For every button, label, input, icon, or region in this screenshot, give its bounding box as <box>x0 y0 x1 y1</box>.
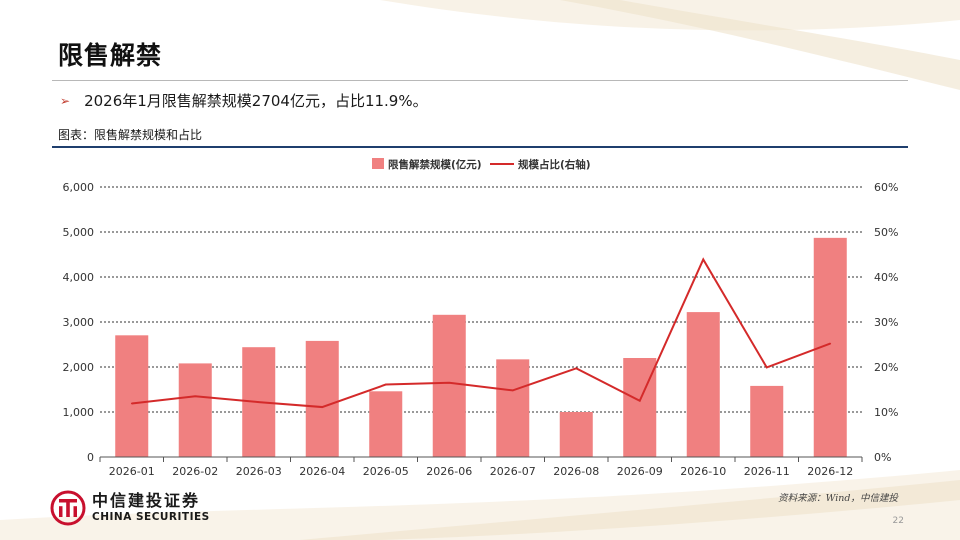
ratio-point <box>130 402 133 405</box>
y-left-tick-label: 3,000 <box>63 316 95 329</box>
x-tick-label: 2026-06 <box>426 465 472 478</box>
title-divider <box>52 80 908 81</box>
bar <box>432 314 466 457</box>
summary-text: 2026年1月限售解禁规模2704亿元，占比11.9%。 <box>84 92 428 110</box>
x-tick-label: 2026-01 <box>109 465 155 478</box>
page-number: 22 <box>892 516 904 526</box>
bar <box>305 340 339 457</box>
y-right-tick-label: 60% <box>874 181 898 194</box>
summary-bullet: ➢ 2026年1月限售解禁规模2704亿元，占比11.9%。 <box>60 90 428 111</box>
brand-name-cn: 中信建投证券 <box>92 491 201 510</box>
y-right-tick-label: 20% <box>874 361 898 374</box>
ratio-line <box>131 257 831 409</box>
x-tick-label: 2026-12 <box>807 465 853 478</box>
bar <box>369 391 403 457</box>
bar <box>178 363 212 457</box>
chart-caption: 图表：限售解禁规模和占比 <box>58 128 203 142</box>
ratio-point <box>194 395 197 398</box>
x-tick-label: 2026-04 <box>299 465 345 478</box>
ratio-point <box>765 366 768 369</box>
legend-bar-swatch <box>372 158 384 169</box>
slide-title: 限售解禁 <box>58 41 163 70</box>
ratio-point <box>702 258 705 261</box>
ratio-point <box>384 383 387 386</box>
bar <box>559 412 593 457</box>
x-tick-label: 2026-09 <box>617 465 663 478</box>
bar <box>750 385 784 457</box>
legend-line-label: 规模占比(右轴) <box>518 158 591 171</box>
caption-divider <box>52 146 908 148</box>
ratio-point <box>321 406 324 408</box>
ratio-point <box>448 381 451 384</box>
ratio-point <box>829 342 832 345</box>
bar <box>496 359 530 457</box>
x-tick-label: 2026-02 <box>172 465 218 478</box>
x-tick-label: 2026-08 <box>553 465 599 478</box>
x-tick-label: 2026-05 <box>363 465 409 478</box>
y-right-tick-label: 30% <box>874 316 898 329</box>
brand-name-en: CHINA SECURITIES <box>92 511 210 523</box>
y-left-tick-label: 2,000 <box>63 361 95 374</box>
y-right-tick-label: 40% <box>874 271 898 284</box>
x-tick-label: 2026-07 <box>490 465 536 478</box>
y-right-tick-label: 10% <box>874 406 898 419</box>
ratio-point <box>511 389 514 392</box>
brand-logo: 中信建投证券 CHINA SECURITIES <box>50 490 210 526</box>
y-left-tick-label: 6,000 <box>63 181 95 194</box>
legend-bar-label: 限售解禁规模(亿元) <box>388 158 482 171</box>
x-tick-label: 2026-11 <box>744 465 790 478</box>
x-tick-label: 2026-03 <box>236 465 282 478</box>
x-tick-label: 2026-10 <box>680 465 726 478</box>
bar <box>115 335 149 457</box>
bar <box>686 312 720 457</box>
arrow-bullet-icon: ➢ <box>60 93 71 108</box>
ratio-point <box>638 399 641 402</box>
ratio-point <box>575 367 578 370</box>
y-left-tick-label: 5,000 <box>63 226 95 239</box>
citic-logo-icon <box>50 490 86 526</box>
y-right-tick-label: 50% <box>874 226 898 239</box>
ratio-point <box>257 401 260 403</box>
y-left-tick-label: 0 <box>87 451 94 464</box>
y-right-tick-label: 0% <box>874 451 891 464</box>
data-source: 资料来源：Wind，中信建投 <box>778 493 898 504</box>
y-left-tick-label: 1,000 <box>63 406 95 419</box>
y-left-tick-label: 4,000 <box>63 271 95 284</box>
